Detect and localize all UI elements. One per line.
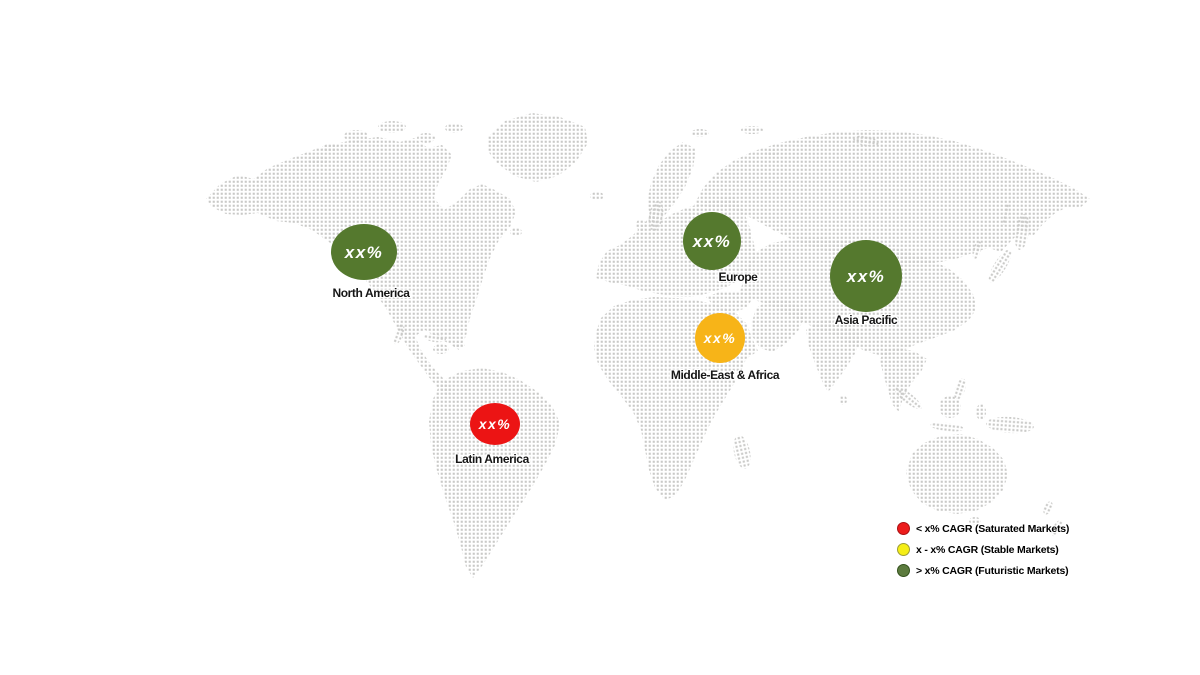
island-arctic-ca-5 <box>308 155 328 165</box>
island-borneo <box>939 396 961 418</box>
island-hispaniola <box>453 342 465 348</box>
region-bubble-north-america: xx% <box>331 224 397 280</box>
island-newfoundland <box>510 228 522 236</box>
peninsula-yucatan <box>433 344 449 354</box>
peninsula-india <box>806 319 861 392</box>
legend-item-label: x - x% CAGR (Stable Markets) <box>916 543 1059 556</box>
peninsula-baja <box>393 323 405 345</box>
peninsula-korea <box>972 241 982 259</box>
island-arctic-ca-1 <box>344 130 368 142</box>
continent-australia <box>906 434 1008 514</box>
island-iceland <box>590 192 604 200</box>
region-label-middle-east-africa: Middle-East & Africa <box>670 368 780 382</box>
region-label-europe: Europe <box>718 270 758 284</box>
island-arctic-ca-3 <box>417 133 435 143</box>
island-java <box>930 422 964 432</box>
island-svalbard <box>691 129 709 137</box>
region-bubble-middle-east-africa: xx% <box>695 313 745 363</box>
region-label-asia-pacific: Asia Pacific <box>834 313 898 327</box>
peninsula-arabia <box>752 299 805 352</box>
island-sakhalin <box>1002 203 1010 225</box>
island-madagascar <box>733 435 751 469</box>
cagr-legend: < x% CAGR (Saturated Markets) x - x% CAGR… <box>897 522 1069 577</box>
continent-south-america <box>429 368 560 578</box>
island-philippines <box>954 378 966 400</box>
legend-item-label: < x% CAGR (Saturated Markets) <box>916 522 1070 535</box>
region-cagr-value: xx% <box>846 266 886 286</box>
island-new-guinea <box>986 416 1034 434</box>
island-nz-north <box>1043 501 1053 515</box>
legend-dot-icon <box>897 543 910 556</box>
region-siberia <box>694 130 1090 264</box>
island-sri-lanka <box>839 395 847 405</box>
island-uk <box>648 201 664 231</box>
region-cagr-value: xx% <box>344 242 384 262</box>
island-arctic-ca-2 <box>378 121 406 133</box>
region-bubble-europe: xx% <box>683 212 741 270</box>
region-label-north-america: North America <box>332 286 410 300</box>
island-arctic-ru-2 <box>853 135 879 147</box>
region-cagr-value: xx% <box>703 330 737 346</box>
island-nz-south <box>1051 519 1063 537</box>
island-sumatra <box>894 386 922 410</box>
island-arctic-ca-6 <box>322 144 338 152</box>
legend-item-label: > x% CAGR (Futuristic Markets) <box>916 564 1069 577</box>
island-arctic-ru-3 <box>765 150 779 156</box>
region-bubble-latin-america: xx% <box>470 403 520 445</box>
region-cagr-value: xx% <box>478 416 512 432</box>
legend-item-stable: x - x% CAGR (Stable Markets) <box>897 543 1069 556</box>
island-japan <box>988 249 1012 283</box>
island-cuba <box>424 333 446 343</box>
island-arctic-ru-1 <box>741 126 763 134</box>
island-greenland <box>487 113 588 182</box>
legend-item-futuristic: > x% CAGR (Futuristic Markets) <box>897 564 1069 577</box>
peninsula-kamchatka <box>1014 214 1030 250</box>
region-label-latin-america: Latin America <box>455 452 529 466</box>
island-tasmania <box>969 517 981 525</box>
region-cagr-value: xx% <box>692 231 732 251</box>
legend-dot-icon <box>897 564 910 577</box>
legend-dot-icon <box>897 522 910 535</box>
island-sulawesi <box>976 404 986 420</box>
region-bubble-asia-pacific: xx% <box>830 240 902 312</box>
peninsula-indochina <box>880 348 927 412</box>
island-ireland <box>636 219 646 231</box>
legend-item-saturated: < x% CAGR (Saturated Markets) <box>897 522 1069 535</box>
island-arctic-ca-4 <box>445 123 463 133</box>
